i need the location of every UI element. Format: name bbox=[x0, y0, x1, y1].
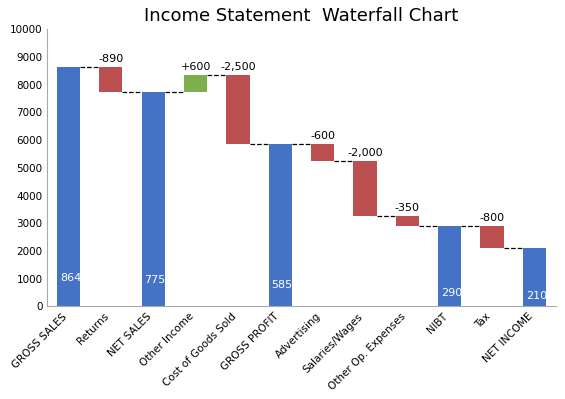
Text: -800: -800 bbox=[480, 213, 505, 223]
Bar bbox=[523, 248, 546, 306]
Bar bbox=[99, 67, 123, 92]
Text: +600: +600 bbox=[180, 62, 211, 72]
Text: 2900: 2900 bbox=[441, 288, 470, 298]
Bar bbox=[311, 144, 334, 161]
Bar bbox=[57, 67, 80, 306]
Bar bbox=[142, 92, 165, 306]
Text: 7750: 7750 bbox=[145, 275, 173, 285]
Text: 5850: 5850 bbox=[272, 280, 300, 290]
Text: -2,000: -2,000 bbox=[347, 148, 383, 158]
Text: -2,500: -2,500 bbox=[220, 62, 256, 72]
Bar bbox=[184, 75, 207, 92]
Text: 2100: 2100 bbox=[526, 291, 554, 301]
Title: Income Statement  Waterfall Chart: Income Statement Waterfall Chart bbox=[144, 7, 459, 25]
Text: -600: -600 bbox=[310, 131, 335, 141]
Text: 8640: 8640 bbox=[60, 273, 88, 282]
Bar bbox=[353, 161, 377, 216]
Bar bbox=[227, 75, 250, 144]
Bar bbox=[480, 226, 504, 248]
Text: -350: -350 bbox=[395, 203, 420, 213]
Bar bbox=[396, 216, 419, 226]
Bar bbox=[438, 226, 462, 306]
Text: -890: -890 bbox=[98, 53, 124, 64]
Bar bbox=[268, 144, 292, 306]
